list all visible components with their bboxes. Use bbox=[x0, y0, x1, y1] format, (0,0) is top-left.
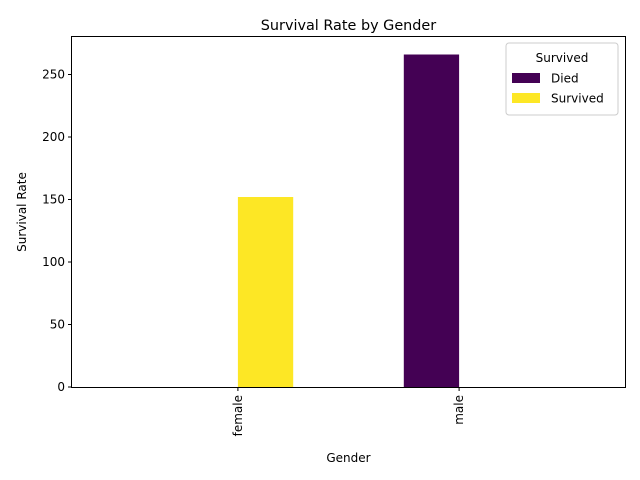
y-tick-label: 50 bbox=[50, 318, 65, 332]
y-tick-label: 100 bbox=[42, 255, 65, 269]
legend-swatch-survived bbox=[512, 93, 540, 103]
y-tick-label: 250 bbox=[42, 68, 65, 82]
chart-title: Survival Rate by Gender bbox=[261, 18, 437, 34]
legend-swatch-died bbox=[512, 73, 540, 83]
plot-frame bbox=[71, 36, 626, 388]
x-axis-label: Gender bbox=[326, 451, 370, 465]
y-tick-label: 200 bbox=[42, 130, 65, 144]
legend-label-survived: Survived bbox=[551, 92, 604, 106]
bar-survived-female bbox=[237, 197, 294, 387]
legend-title: Survived bbox=[536, 51, 589, 65]
legend-label-died: Died bbox=[551, 72, 579, 86]
plot-area: 0 50 100 150 200 250 female male bbox=[42, 54, 466, 436]
legend: Survived Died Survived bbox=[505, 42, 619, 116]
y-tick-label: 150 bbox=[42, 193, 65, 207]
bar-died-male bbox=[403, 54, 460, 387]
x-tick-label: female bbox=[231, 395, 245, 436]
y-tick-label: 0 bbox=[57, 380, 65, 394]
y-axis-label: Survival Rate bbox=[15, 172, 29, 252]
x-tick-label: male bbox=[452, 395, 466, 425]
